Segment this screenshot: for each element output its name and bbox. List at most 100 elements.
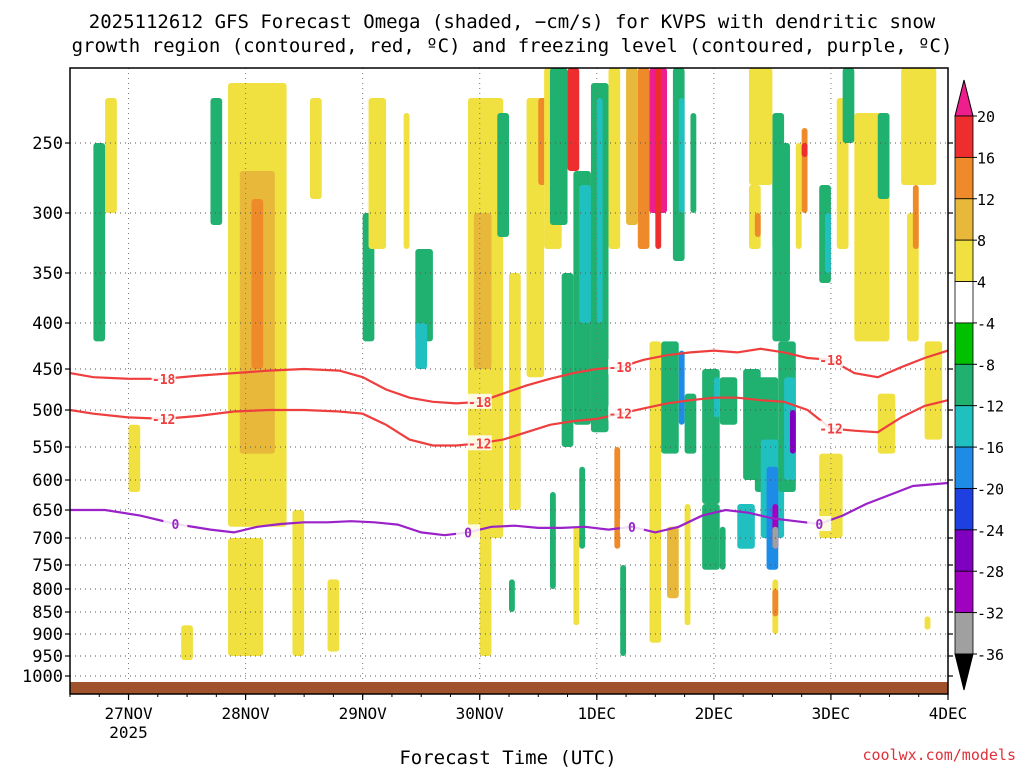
omega-region (637, 68, 650, 249)
omega-shading (93, 68, 943, 660)
contour-label: -12 (468, 437, 491, 452)
colorbar-label: -8 (977, 356, 995, 374)
y-tick-label: 850 (32, 603, 63, 623)
omega-region (772, 589, 779, 617)
omega-region (789, 410, 796, 454)
colorbar-label: 16 (977, 149, 995, 167)
contour-label-bg (608, 359, 633, 375)
omega-region (309, 98, 322, 199)
omega-region (509, 273, 521, 510)
colorbar-segment (954, 488, 974, 531)
omega-region (93, 143, 106, 342)
omega-region (228, 538, 264, 656)
x-tick-sublabel: 2025 (109, 723, 148, 742)
contour-label-bg (619, 518, 644, 534)
omega-region (549, 492, 556, 589)
omega-region (924, 341, 943, 440)
contour-label: -18 (608, 361, 632, 376)
omega-region (579, 185, 591, 323)
omega-region (620, 565, 627, 656)
contour-label-bg (467, 393, 492, 409)
omega-region (924, 616, 931, 630)
contour-label: -18 (152, 373, 176, 388)
colorbar-segment (954, 156, 974, 200)
y-tick-label: 1000 (22, 667, 63, 687)
omega-region (678, 98, 685, 213)
contour-label-bg (151, 370, 176, 386)
contour-label-bg (807, 516, 832, 531)
colorbar-segment (954, 529, 974, 572)
omega-region (661, 341, 679, 454)
colorbar-segment (954, 405, 974, 448)
y-tick-label: 950 (32, 647, 63, 667)
omega-region (912, 185, 919, 249)
omega-region (573, 526, 580, 626)
contour-label-bg (818, 351, 843, 367)
omega-region (251, 199, 264, 369)
omega-region (719, 377, 738, 425)
colorbar-segment (954, 570, 974, 614)
omega-region (795, 143, 802, 249)
contour-label: 0 (628, 521, 636, 536)
omega-region (684, 393, 697, 454)
colorbar-segment (954, 612, 974, 655)
contour-minus-12 (69, 396, 949, 447)
colorbar-bottom-arrow (954, 653, 974, 691)
omega-region (842, 68, 855, 143)
contour-label-bg (608, 405, 633, 421)
omega-region (509, 579, 515, 612)
contour-label: -18 (819, 354, 843, 369)
omega-region (772, 143, 790, 342)
omega-region (614, 447, 621, 549)
omega-region (667, 526, 679, 599)
contour-label-bg (163, 516, 188, 531)
omega-region (877, 113, 890, 199)
contour-minus-18 (69, 347, 949, 405)
x-tick-label: 2DEC (695, 704, 734, 723)
credit-link[interactable]: coolwx.com/models (862, 746, 1016, 764)
omega-region (801, 143, 808, 157)
colorbar-label: -12 (977, 398, 1004, 416)
omega-region (655, 68, 662, 249)
y-tick-label: 450 (32, 360, 63, 380)
y-tick-label: 600 (32, 471, 63, 491)
y-tick-label: 400 (32, 314, 63, 334)
omega-region (567, 68, 580, 171)
contour-zero-isotherm (70, 481, 949, 537)
omega-region (754, 213, 761, 237)
omega-region (678, 350, 685, 425)
omega-region (210, 98, 223, 225)
omega-region (549, 68, 568, 225)
colorbar: 20 16 12 8 4 -4 -8 -12 -16 -20 -24 -28 -32 -36 (954, 79, 1004, 691)
contour-label-bg (456, 524, 481, 540)
colorbar-label: -28 (977, 563, 1004, 581)
contour-label: -12 (608, 408, 631, 423)
colorbar-segment (954, 115, 974, 158)
y-axis: 2503003504004505005506006507007508008509… (22, 134, 953, 687)
x-tick-label: 4DEC (929, 704, 968, 723)
colorbar-segment (954, 239, 974, 282)
colorbar-label: -24 (977, 522, 1004, 540)
colorbar-label: 8 (977, 232, 986, 250)
x-tick-label: 29NOV (339, 704, 388, 723)
contour-label-bg (151, 410, 176, 426)
omega-region (702, 504, 720, 570)
y-tick-label: 250 (32, 134, 63, 154)
colorbar-label: 4 (977, 274, 986, 292)
colorbar-segment (954, 198, 974, 241)
omega-region (292, 510, 305, 656)
colorbar-label: 20 (977, 108, 995, 126)
contour-label-bg (467, 435, 492, 451)
contour-label: 0 (815, 518, 823, 533)
omega-region (596, 98, 603, 323)
colorbar-label: -4 (977, 315, 995, 333)
x-tick-label: 3DEC (812, 704, 851, 723)
chart-title-line2: growth region (contoured, red, ºC) and f… (72, 35, 953, 57)
omega-region (181, 625, 193, 660)
x-tick-label: 30NOV (456, 704, 505, 723)
omega-region (877, 393, 896, 454)
y-tick-label: 750 (32, 556, 63, 576)
omega-region (690, 113, 697, 213)
y-tick-label: 500 (32, 401, 63, 421)
